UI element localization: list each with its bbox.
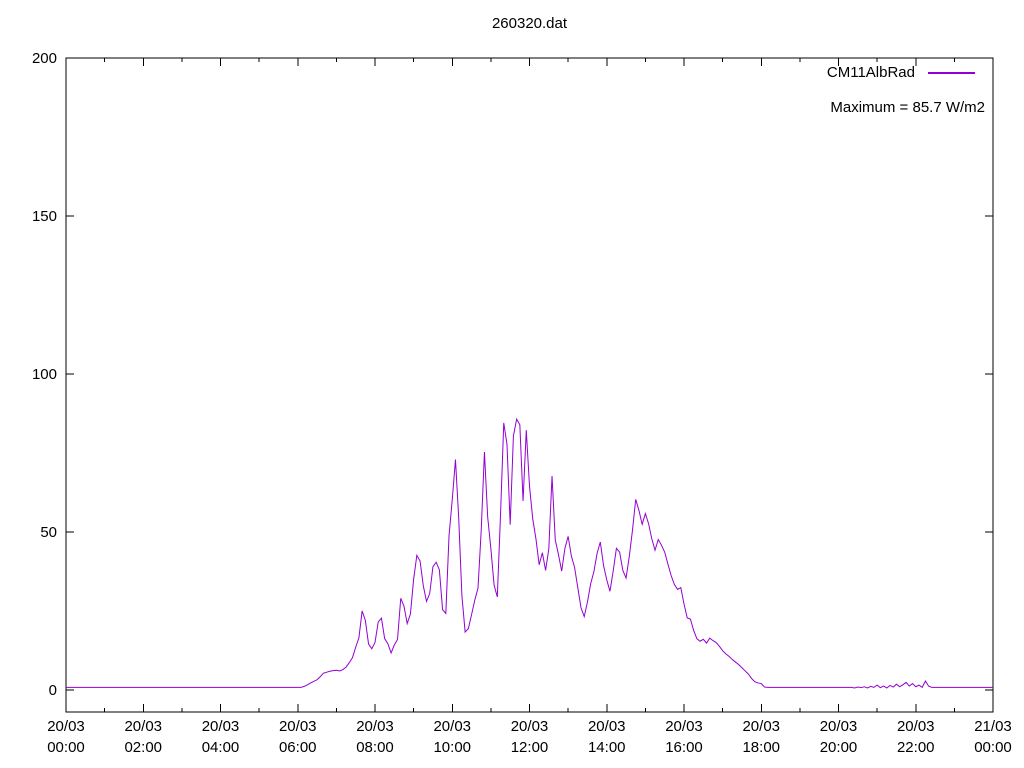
svg-text:02:00: 02:00 [124,739,162,756]
svg-text:20/03: 20/03 [897,718,935,735]
svg-text:14:00: 14:00 [588,739,626,756]
svg-text:100: 100 [32,366,57,383]
x-tick-labels: 20/03 00:00 20/03 02:00 20/03 04:00 20/03 06:00… [47,718,1012,756]
svg-text:20/03: 20/03 [433,718,471,735]
plot-border [65,57,994,713]
svg-text:150: 150 [32,208,57,225]
svg-text:22:00: 22:00 [897,739,935,756]
svg-text:12:00: 12:00 [511,739,549,756]
svg-text:20:00: 20:00 [820,739,858,756]
chart-title: 260320.dat [491,15,568,32]
x-ticks [65,58,994,712]
svg-text:20/03: 20/03 [588,718,626,735]
svg-text:20/03: 20/03 [356,718,394,735]
svg-text:20/03: 20/03 [124,718,162,735]
svg-text:18:00: 18:00 [742,739,780,756]
svg-text:16:00: 16:00 [665,739,703,756]
svg-text:04:00: 04:00 [202,739,240,756]
legend: CM11AlbRad [827,65,975,81]
svg-text:20/03: 20/03 [202,718,240,735]
svg-text:06:00: 06:00 [279,739,317,756]
svg-text:0: 0 [49,682,57,699]
svg-text:20/03: 20/03 [665,718,703,735]
svg-text:20/03: 20/03 [279,718,317,735]
svg-text:08:00: 08:00 [356,739,394,756]
svg-text:00:00: 00:00 [974,739,1012,756]
svg-text:20/03: 20/03 [47,718,85,735]
svg-text:20/03: 20/03 [742,718,780,735]
svg-text:20/03: 20/03 [511,718,549,735]
svg-text:20/03: 20/03 [820,718,858,735]
svg-text:200: 200 [32,50,57,67]
svg-text:00:00: 00:00 [47,739,85,756]
svg-text:50: 50 [40,524,57,541]
maximum-annotation: Maximum = 85.7 W/m2 [830,99,985,116]
y-tick-labels: 0 50 100 150 200 [32,50,57,699]
legend-series-label: CM11AlbRad [826,64,915,81]
svg-text:21/03: 21/03 [974,718,1012,735]
series-line-cm11albrad [66,417,993,689]
y-ticks [66,57,993,691]
legend-line-sample-icon [928,72,975,74]
svg-text:10:00: 10:00 [433,739,471,756]
